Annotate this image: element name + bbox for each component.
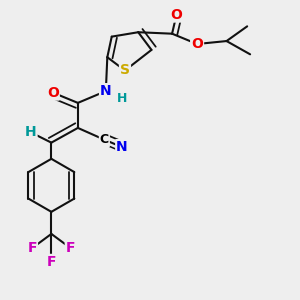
Text: H: H — [117, 92, 127, 105]
Text: O: O — [191, 37, 203, 51]
Text: F: F — [46, 255, 56, 269]
Text: F: F — [28, 241, 37, 255]
Text: F: F — [66, 241, 75, 255]
Text: H: H — [25, 125, 37, 139]
Text: N: N — [116, 140, 128, 154]
Text: C: C — [100, 133, 109, 146]
Text: O: O — [47, 85, 59, 100]
Text: O: O — [171, 8, 182, 22]
Text: N: N — [100, 84, 112, 98]
Text: S: S — [120, 64, 130, 77]
